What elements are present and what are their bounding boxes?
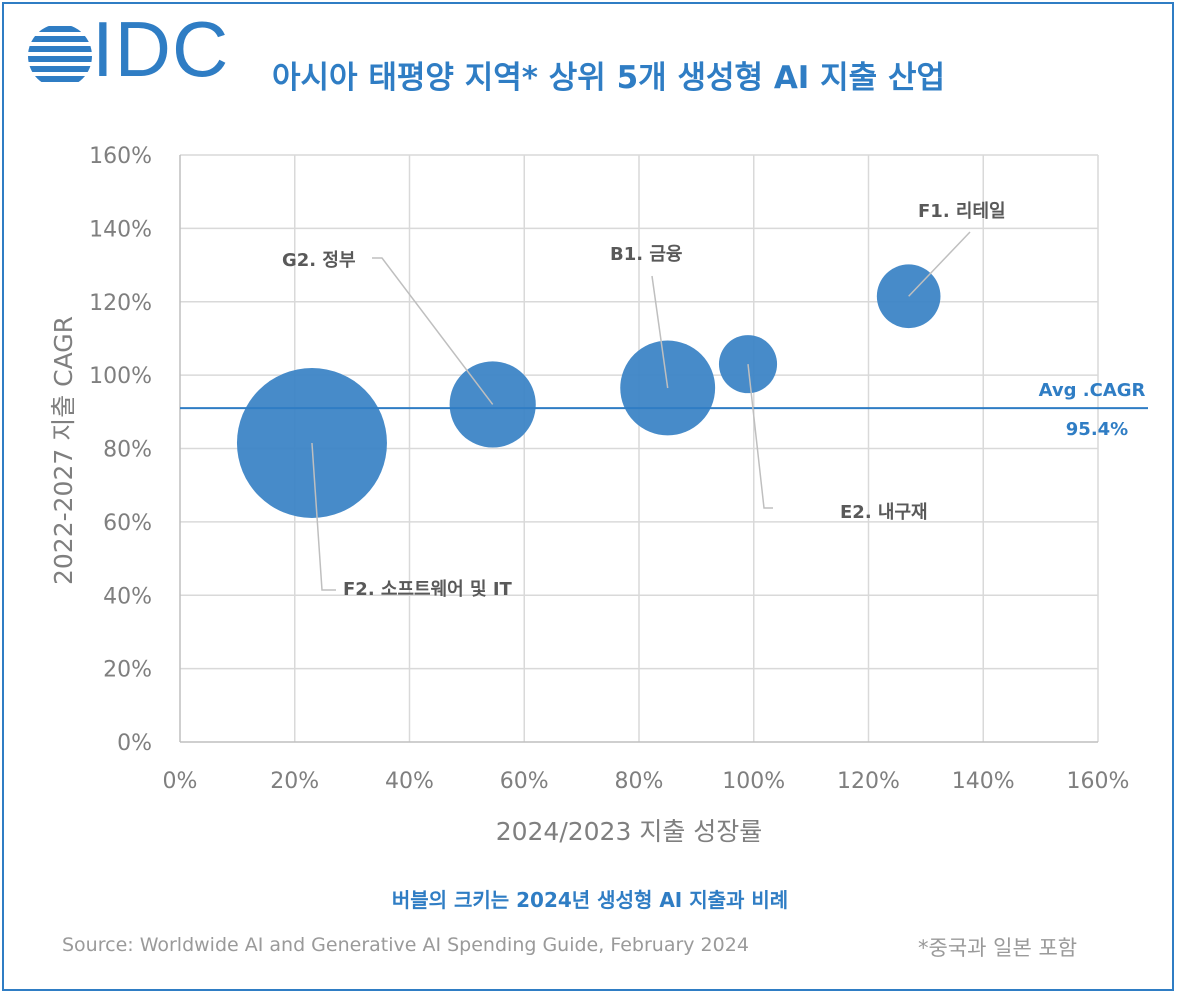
- leader-line: [311, 442, 336, 591]
- avg-cagr-label: Avg .CAGR: [1039, 380, 1146, 401]
- y-tick-label: 20%: [103, 658, 152, 683]
- x-tick-label: 60%: [500, 769, 549, 794]
- x-tick-label: 80%: [615, 769, 664, 794]
- bubble-label: F2. 소프트웨어 및 IT: [343, 579, 513, 600]
- y-tick-label: 80%: [103, 438, 152, 463]
- x-tick-label: 20%: [270, 769, 319, 794]
- idc-globe-icon: [28, 26, 92, 82]
- y-tick-label: 120%: [89, 291, 152, 316]
- x-tick-label: 140%: [952, 769, 1015, 794]
- footnote-text: *중국과 일본 포함: [918, 936, 1078, 960]
- leader-line: [651, 275, 669, 389]
- y-axis-title: 2022-2027 지출 CAGR: [49, 316, 78, 585]
- x-axis-title: 2024/2023 지출 성장률: [496, 817, 763, 846]
- y-tick-label: 0%: [117, 731, 152, 756]
- bubble-label: G2. 정부: [282, 250, 356, 271]
- logo-text: IDC: [92, 5, 230, 93]
- chart-title: 아시아 태평양 지역* 상위 5개 생성형 AI 지출 산업: [272, 60, 946, 96]
- y-tick-label: 100%: [89, 364, 152, 389]
- y-tick-label: 140%: [89, 217, 152, 242]
- bubble-size-note: 버블의 크키는 2024년 생성형 AI 지출과 비례: [391, 888, 789, 912]
- x-tick-label: 160%: [1067, 769, 1130, 794]
- x-tick-label: 120%: [837, 769, 900, 794]
- x-tick-label: 40%: [385, 769, 434, 794]
- x-tick-label: 100%: [722, 769, 785, 794]
- y-tick-label: 60%: [103, 511, 152, 536]
- y-tick-label: 160%: [89, 144, 152, 169]
- bubble-label: E2. 내구재: [840, 502, 928, 523]
- source-text: Source: Worldwide AI and Generative AI S…: [62, 934, 749, 956]
- avg-cagr-value: 95.4%: [1066, 419, 1128, 440]
- leader-line: [747, 364, 773, 509]
- leader-line: [908, 231, 971, 297]
- y-tick-label: 40%: [103, 584, 152, 609]
- x-tick-label: 0%: [163, 769, 198, 794]
- bubble-label: F1. 리테일: [918, 201, 1006, 222]
- leader-line: [372, 257, 494, 405]
- bubble-label: B1. 금융: [610, 244, 682, 265]
